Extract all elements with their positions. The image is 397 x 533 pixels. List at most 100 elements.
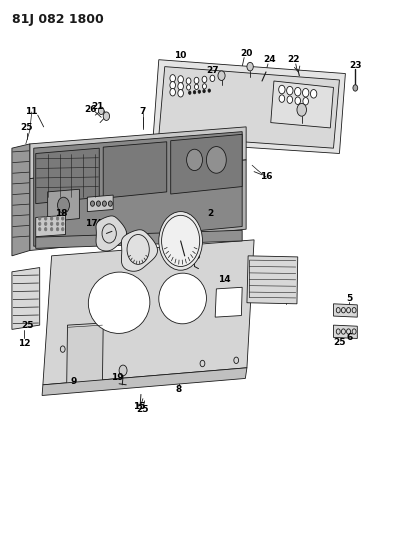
Circle shape [56, 217, 59, 220]
Circle shape [56, 222, 59, 225]
Circle shape [303, 98, 308, 105]
Circle shape [353, 85, 358, 91]
Circle shape [39, 228, 41, 231]
Circle shape [210, 75, 215, 82]
Text: 20: 20 [240, 49, 252, 58]
Text: 8: 8 [175, 385, 182, 393]
Circle shape [287, 86, 293, 95]
Polygon shape [87, 195, 113, 212]
Circle shape [39, 217, 41, 220]
Text: 9: 9 [70, 377, 77, 385]
Circle shape [195, 84, 198, 90]
Text: 26: 26 [84, 105, 97, 114]
Text: 10: 10 [174, 52, 187, 60]
Circle shape [50, 228, 53, 231]
Text: 6: 6 [346, 333, 353, 342]
Circle shape [162, 215, 200, 266]
Circle shape [58, 197, 69, 213]
Circle shape [50, 217, 53, 220]
Circle shape [189, 91, 191, 94]
Circle shape [303, 88, 309, 97]
Circle shape [44, 228, 47, 231]
Text: 1: 1 [283, 284, 289, 292]
Polygon shape [34, 132, 242, 246]
Text: 5: 5 [346, 294, 353, 303]
Polygon shape [215, 287, 242, 317]
Circle shape [103, 112, 110, 120]
Circle shape [198, 90, 200, 93]
Polygon shape [12, 144, 30, 256]
Circle shape [247, 62, 253, 71]
Circle shape [170, 82, 175, 89]
Circle shape [119, 365, 127, 376]
Text: 13: 13 [188, 244, 201, 252]
Polygon shape [43, 240, 254, 385]
Circle shape [170, 88, 175, 96]
Polygon shape [159, 67, 339, 148]
Circle shape [56, 228, 59, 231]
Polygon shape [36, 215, 66, 237]
Text: 25: 25 [166, 248, 178, 256]
Ellipse shape [159, 273, 206, 324]
Circle shape [287, 96, 293, 103]
Text: 7: 7 [140, 108, 146, 116]
Text: 15: 15 [133, 402, 145, 410]
Circle shape [178, 76, 183, 83]
Polygon shape [121, 230, 158, 271]
Polygon shape [103, 142, 167, 198]
Text: 25: 25 [333, 338, 346, 346]
Circle shape [102, 201, 106, 206]
Text: 17: 17 [85, 220, 98, 228]
Text: 2: 2 [207, 209, 214, 217]
Circle shape [91, 201, 94, 206]
Text: 18: 18 [55, 209, 68, 217]
Text: 24: 24 [264, 55, 276, 64]
Circle shape [96, 201, 100, 206]
Circle shape [178, 90, 183, 97]
Text: 81J 082 1800: 81J 082 1800 [12, 13, 104, 26]
Circle shape [178, 83, 183, 90]
Circle shape [206, 147, 226, 173]
Polygon shape [42, 368, 247, 395]
Polygon shape [12, 268, 40, 329]
Circle shape [202, 84, 206, 89]
Circle shape [170, 75, 175, 82]
Polygon shape [153, 60, 345, 154]
Circle shape [218, 71, 225, 80]
Text: 25: 25 [188, 253, 201, 261]
Text: 11: 11 [25, 108, 38, 116]
Circle shape [193, 91, 196, 94]
Text: 25: 25 [115, 231, 127, 240]
Ellipse shape [89, 272, 150, 334]
Circle shape [62, 222, 64, 225]
Circle shape [202, 76, 207, 83]
Circle shape [187, 85, 191, 90]
Text: 4: 4 [96, 220, 102, 228]
Polygon shape [271, 81, 333, 128]
Polygon shape [67, 323, 103, 385]
Circle shape [98, 107, 104, 115]
Circle shape [62, 228, 64, 231]
Circle shape [295, 87, 301, 96]
Polygon shape [30, 127, 246, 179]
Circle shape [310, 90, 317, 98]
Polygon shape [36, 230, 242, 248]
Polygon shape [30, 160, 246, 251]
Polygon shape [171, 134, 242, 194]
Circle shape [279, 95, 285, 102]
Polygon shape [247, 256, 298, 304]
Circle shape [44, 222, 47, 225]
Circle shape [62, 217, 64, 220]
Polygon shape [48, 189, 79, 222]
Polygon shape [36, 148, 99, 204]
Circle shape [295, 97, 301, 104]
Circle shape [203, 90, 205, 93]
Text: 21: 21 [91, 102, 104, 111]
Text: 14: 14 [218, 276, 231, 284]
Text: 22: 22 [287, 55, 300, 64]
Circle shape [44, 217, 47, 220]
Circle shape [50, 222, 53, 225]
Circle shape [159, 212, 202, 270]
Text: 19: 19 [111, 373, 123, 382]
Text: 23: 23 [349, 61, 362, 69]
